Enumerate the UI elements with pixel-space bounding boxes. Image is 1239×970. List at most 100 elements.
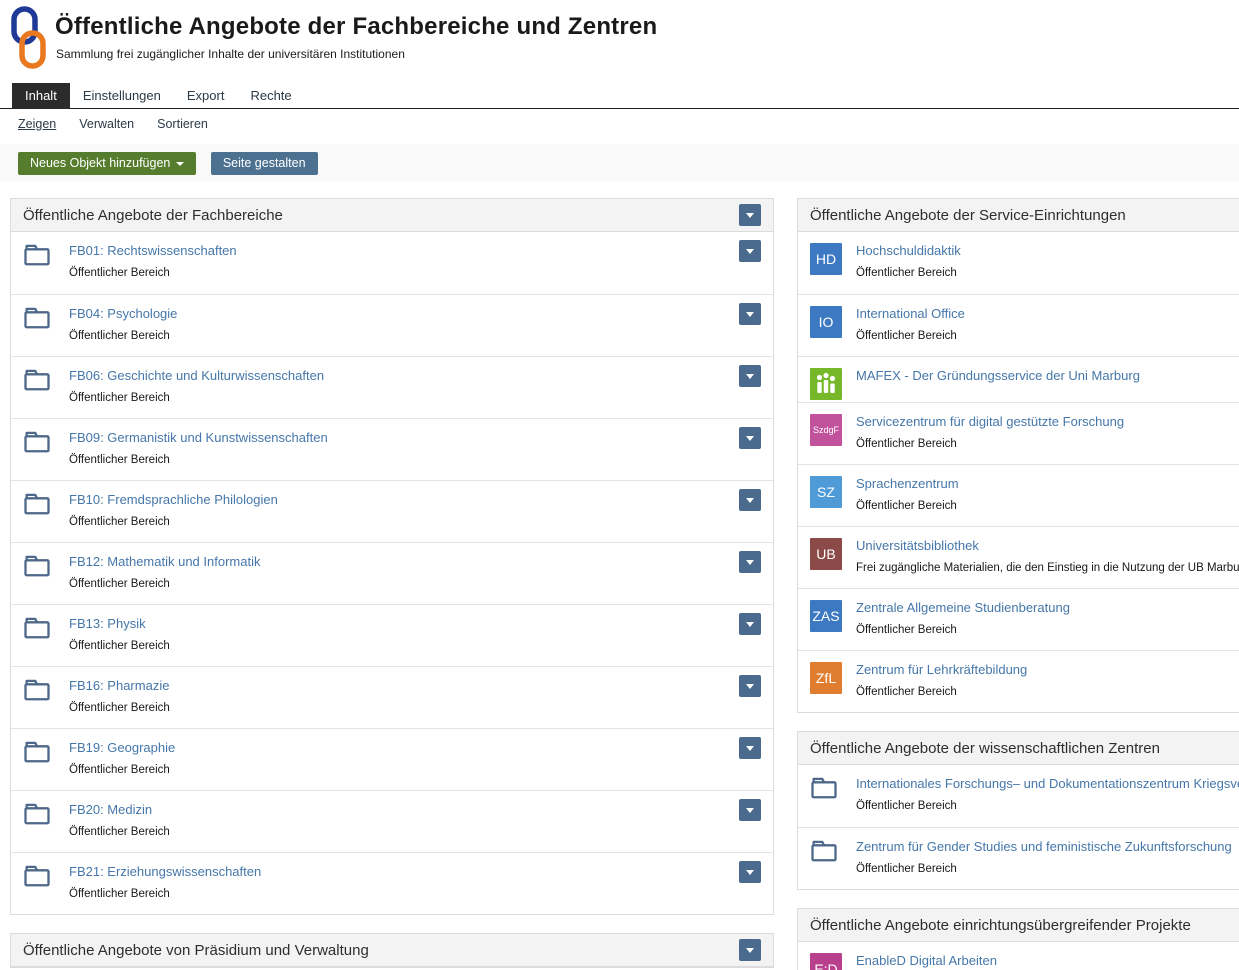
item-subtitle: Öffentlicher Bereich bbox=[69, 640, 170, 652]
tab-inhalt[interactable]: Inhalt bbox=[12, 83, 70, 109]
folder-icon bbox=[23, 801, 69, 830]
folder-icon bbox=[810, 838, 856, 867]
item-link[interactable]: Sprachenzentrum bbox=[856, 476, 959, 491]
item-actions-dropdown[interactable] bbox=[739, 303, 761, 325]
folder-icon bbox=[23, 677, 69, 706]
main-tab-bar: Inhalt Einstellungen Export Rechte bbox=[0, 83, 1239, 109]
panel-actions-dropdown[interactable] bbox=[739, 204, 761, 226]
category-tile-icon: SZ bbox=[810, 475, 856, 508]
category-tile-icon: E:D bbox=[810, 952, 856, 970]
item-link[interactable]: FB01: Rechtswissenschaften bbox=[69, 243, 237, 258]
item-actions-dropdown[interactable] bbox=[739, 737, 761, 759]
panel-praesidium: Öffentliche Angebote von Präsidium und V… bbox=[10, 933, 774, 968]
subtab-verwalten[interactable]: Verwalten bbox=[79, 117, 135, 131]
item-link[interactable]: Servicezentrum für digital gestützte For… bbox=[856, 414, 1125, 429]
item-link[interactable]: FB19: Geographie bbox=[69, 740, 176, 755]
list-item: MAFEX - Der Gründungsservice der Uni Mar… bbox=[798, 356, 1239, 402]
list-item: FB20: Medizin Öffentlicher Bereich bbox=[11, 790, 773, 852]
category-tile-icon: HD bbox=[810, 242, 856, 275]
item-subtitle: Öffentlicher Bereich bbox=[69, 764, 170, 776]
right-column: Öffentliche Angebote der Service-Einrich… bbox=[797, 198, 1239, 970]
caret-down-icon bbox=[746, 622, 754, 628]
category-tile-icon: ZfL bbox=[810, 661, 856, 694]
panel-actions-dropdown[interactable] bbox=[739, 939, 761, 961]
sub-tab-bar: Zeigen Verwalten Sortieren bbox=[18, 117, 231, 131]
list-item: FB19: Geographie Öffentlicher Bereich bbox=[11, 728, 773, 790]
item-link[interactable]: Internationales Forschungs– und Dokument… bbox=[856, 776, 1239, 791]
page-subtitle: Sammlung frei zugänglicher Inhalte der u… bbox=[56, 47, 405, 61]
caret-down-icon bbox=[746, 746, 754, 752]
item-actions-dropdown[interactable] bbox=[739, 675, 761, 697]
list-item: SZ Sprachenzentrum Öffentlicher Bereich bbox=[798, 464, 1239, 526]
item-link[interactable]: FB13: Physik bbox=[69, 616, 146, 631]
caret-down-icon bbox=[746, 213, 754, 219]
tab-export[interactable]: Export bbox=[186, 88, 225, 103]
item-link[interactable]: Universitätsbibliothek bbox=[856, 538, 979, 553]
caret-down-icon bbox=[746, 498, 754, 504]
panel-fachbereiche: Öffentliche Angebote der Fachbereiche FB… bbox=[10, 198, 774, 915]
list-item: SzdgF Servicezentrum für digital gestütz… bbox=[798, 402, 1239, 464]
folder-icon bbox=[23, 367, 69, 396]
left-column: Öffentliche Angebote der Fachbereiche FB… bbox=[10, 198, 774, 970]
folder-icon bbox=[23, 429, 69, 458]
item-actions-dropdown[interactable] bbox=[739, 427, 761, 449]
item-subtitle: Öffentlicher Bereich bbox=[856, 267, 957, 279]
item-link[interactable]: FB16: Pharmazie bbox=[69, 678, 170, 693]
item-link[interactable]: International Office bbox=[856, 306, 965, 321]
add-object-button[interactable]: Neues Objekt hinzufügen bbox=[18, 152, 197, 175]
item-link[interactable]: Zentrum für Lehrkräftebildung bbox=[856, 662, 1028, 677]
item-subtitle: Öffentlicher Bereich bbox=[69, 826, 170, 838]
item-subtitle: Öffentlicher Bereich bbox=[69, 702, 170, 714]
list-item: FB09: Germanistik und Kunstwissenschafte… bbox=[11, 418, 773, 480]
item-actions-dropdown[interactable] bbox=[739, 799, 761, 821]
folder-icon bbox=[23, 242, 69, 271]
folder-icon bbox=[23, 739, 69, 768]
item-link[interactable]: FB04: Psychologie bbox=[69, 306, 178, 321]
item-link[interactable]: FB12: Mathematik und Informatik bbox=[69, 554, 261, 569]
item-actions-dropdown[interactable] bbox=[739, 613, 761, 635]
list-item: FB04: Psychologie Öffentlicher Bereich bbox=[11, 294, 773, 356]
design-page-button[interactable]: Seite gestalten bbox=[210, 152, 318, 175]
folder-icon bbox=[23, 863, 69, 892]
list-item: FB06: Geschichte und Kulturwissenschafte… bbox=[11, 356, 773, 418]
item-link[interactable]: FB09: Germanistik und Kunstwissenschafte… bbox=[69, 430, 328, 445]
item-link[interactable]: Zentrum für Gender Studies und feministi… bbox=[856, 839, 1232, 854]
list-item: FB12: Mathematik und Informatik Öffentli… bbox=[11, 542, 773, 604]
tab-einstellungen[interactable]: Einstellungen bbox=[82, 88, 161, 103]
item-link[interactable]: FB06: Geschichte und Kulturwissenschafte… bbox=[69, 368, 325, 383]
item-link[interactable]: Zentrale Allgemeine Studienberatung bbox=[856, 600, 1070, 615]
item-actions-dropdown[interactable] bbox=[739, 551, 761, 573]
caret-down-icon bbox=[746, 436, 754, 442]
content-area: Öffentliche Angebote der Fachbereiche FB… bbox=[0, 198, 1239, 970]
item-actions-dropdown[interactable] bbox=[739, 489, 761, 511]
item-subtitle: Öffentlicher Bereich bbox=[69, 578, 170, 590]
item-link[interactable]: FB10: Fremdsprachliche Philologien bbox=[69, 492, 278, 507]
item-link[interactable]: Hochschuldidaktik bbox=[856, 243, 961, 258]
panel-title: Öffentliche Angebote von Präsidium und V… bbox=[23, 942, 369, 959]
item-link[interactable]: EnableD Digital Arbeiten bbox=[856, 953, 997, 968]
item-subtitle: Öffentlicher Bereich bbox=[856, 330, 957, 342]
caret-down-icon bbox=[746, 312, 754, 318]
item-subtitle: Öffentlicher Bereich bbox=[69, 267, 170, 279]
item-link[interactable]: MAFEX - Der Gründungsservice der Uni Mar… bbox=[856, 368, 1140, 383]
subtab-sortieren[interactable]: Sortieren bbox=[157, 117, 208, 131]
item-actions-dropdown[interactable] bbox=[739, 365, 761, 387]
item-link[interactable]: FB21: Erziehungswissenschaften bbox=[69, 864, 262, 879]
tab-rechte[interactable]: Rechte bbox=[250, 88, 292, 103]
item-link[interactable]: FB20: Medizin bbox=[69, 802, 153, 817]
panel-service-header: Öffentliche Angebote der Service-Einrich… bbox=[798, 199, 1239, 232]
caret-down-icon bbox=[746, 560, 754, 566]
item-actions-dropdown[interactable] bbox=[739, 240, 761, 262]
panel-zentren-header: Öffentliche Angebote der wissenschaftlic… bbox=[798, 732, 1239, 765]
panel-title: Öffentliche Angebote einrichtungsübergre… bbox=[810, 917, 1191, 934]
item-subtitle: Öffentlicher Bereich bbox=[856, 863, 957, 875]
item-subtitle: Öffentlicher Bereich bbox=[69, 392, 170, 404]
category-tile-icon: ZAS bbox=[810, 599, 856, 632]
item-actions-dropdown[interactable] bbox=[739, 861, 761, 883]
item-subtitle: Öffentlicher Bereich bbox=[856, 438, 957, 450]
subtab-zeigen[interactable]: Zeigen bbox=[18, 117, 57, 131]
people-bars-tile-icon bbox=[810, 367, 856, 400]
caret-down-icon bbox=[746, 684, 754, 690]
item-subtitle: Öffentlicher Bereich bbox=[856, 686, 957, 698]
